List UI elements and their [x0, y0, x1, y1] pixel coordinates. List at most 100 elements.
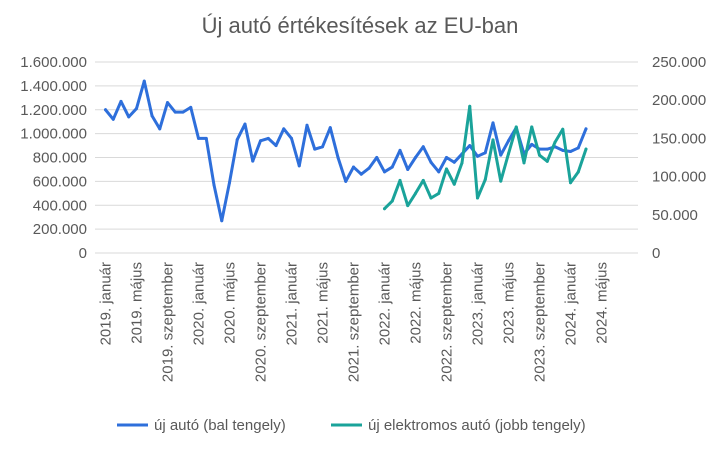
point-new-car [189, 105, 193, 109]
point-new-car [274, 144, 278, 148]
point-new-car [398, 148, 402, 152]
x-tick-label: 2021. szeptember [346, 262, 363, 382]
point-new-car [259, 139, 262, 143]
x-tick-label: 2022. május [408, 262, 425, 344]
point-new-car [344, 179, 348, 183]
left-tick-label: 0 [79, 245, 87, 262]
legend: új autó (bal tengely) új elektromos autó… [117, 417, 586, 434]
point-new-car [228, 181, 231, 185]
point-new-car [150, 114, 154, 118]
x-tick-label: 2019. május [129, 262, 146, 344]
point-new-car [220, 219, 224, 223]
point-ev [452, 182, 456, 186]
x-tick-label: 2022. szeptember [439, 262, 456, 382]
point-new-car [452, 160, 456, 164]
point-new-car [305, 123, 309, 127]
point-new-car [569, 150, 572, 154]
point-ev [390, 199, 394, 203]
x-tick-label: 2019. szeptember [160, 262, 177, 382]
point-ev [522, 161, 526, 165]
point-new-car [127, 115, 131, 119]
point-ev [437, 191, 441, 195]
series-line-new-car [104, 79, 588, 223]
right-tick-label: 250.000 [652, 54, 706, 71]
point-new-car [406, 167, 410, 171]
point-new-car [584, 127, 588, 131]
right-axis: 0 50.000 100.000 150.000 200.000 250.000 [652, 54, 706, 262]
left-tick-label: 1.400.000 [20, 78, 87, 95]
point-ev [491, 138, 495, 142]
left-tick-label: 600.000 [33, 173, 87, 190]
point-new-car [290, 136, 293, 140]
point-ev [429, 196, 433, 200]
chart-title: Új autó értékesítések az EU-ban [202, 13, 519, 38]
x-tick-label: 2023. január [470, 262, 487, 345]
x-tick-label: 2021. január [284, 262, 301, 345]
left-tick-label: 1.600.000 [20, 54, 87, 71]
point-new-car [390, 165, 394, 169]
point-ev [584, 147, 588, 151]
point-new-car [119, 99, 123, 103]
point-new-car [359, 172, 363, 176]
point-ev [507, 152, 510, 156]
point-new-car [429, 160, 433, 164]
point-ev [398, 178, 402, 182]
point-new-car [445, 156, 448, 159]
point-ev [545, 159, 549, 163]
point-new-car [212, 183, 216, 187]
point-ev [468, 104, 472, 108]
point-new-car [266, 136, 270, 140]
point-ev [406, 204, 410, 208]
point-new-car [367, 166, 371, 170]
point-new-car [483, 151, 487, 155]
x-axis: 2019. január 2019. május 2019. szeptember 2… [98, 262, 611, 382]
left-tick-label: 800.000 [33, 150, 87, 167]
point-ev [445, 167, 448, 171]
point-new-car [181, 110, 185, 114]
left-tick-label: 1.200.000 [20, 102, 87, 119]
legend-label-new-car: új autó (bal tengely) [154, 417, 286, 434]
point-new-car [468, 144, 472, 148]
point-new-car [375, 156, 379, 159]
left-tick-label: 400.000 [33, 197, 87, 214]
x-tick-label: 2024. május [594, 262, 611, 344]
point-ev [561, 127, 565, 131]
point-ev [514, 125, 518, 129]
left-axis: 0 200.000 400.000 600.000 800.000 1.000.000 1.… [20, 54, 87, 262]
point-ev [569, 181, 572, 185]
point-new-car [336, 156, 340, 159]
point-ev [414, 191, 417, 195]
point-new-car [507, 139, 510, 143]
point-ev [460, 161, 464, 165]
point-new-car [142, 79, 146, 83]
point-new-car [545, 147, 549, 151]
point-ev [383, 207, 386, 211]
point-new-car [313, 147, 317, 151]
point-new-car [297, 164, 301, 168]
point-ev [499, 179, 503, 183]
point-new-car [491, 121, 495, 125]
x-tick-label: 2020. szeptember [253, 262, 270, 382]
x-tick-label: 2023. szeptember [532, 262, 549, 382]
point-ev [421, 178, 425, 182]
legend-label-ev: új elektromos autó (jobb tengely) [368, 417, 586, 434]
x-tick-label: 2024. január [563, 262, 580, 345]
left-tick-label: 1.000.000 [20, 126, 87, 143]
right-tick-label: 100.000 [652, 169, 706, 186]
x-tick-label: 2021. május [315, 262, 332, 344]
point-new-car [243, 122, 247, 126]
point-new-car [383, 170, 386, 174]
series-layer [104, 79, 588, 223]
point-new-car [204, 136, 208, 140]
point-new-car [328, 126, 332, 130]
point-new-car [321, 145, 324, 149]
point-new-car [235, 138, 239, 142]
point-ev [530, 125, 534, 129]
right-tick-label: 150.000 [652, 130, 706, 147]
point-ev [538, 153, 541, 157]
left-tick-label: 200.000 [33, 221, 87, 238]
right-tick-label: 0 [652, 245, 660, 262]
point-new-car [104, 108, 107, 112]
point-new-car [135, 107, 138, 111]
